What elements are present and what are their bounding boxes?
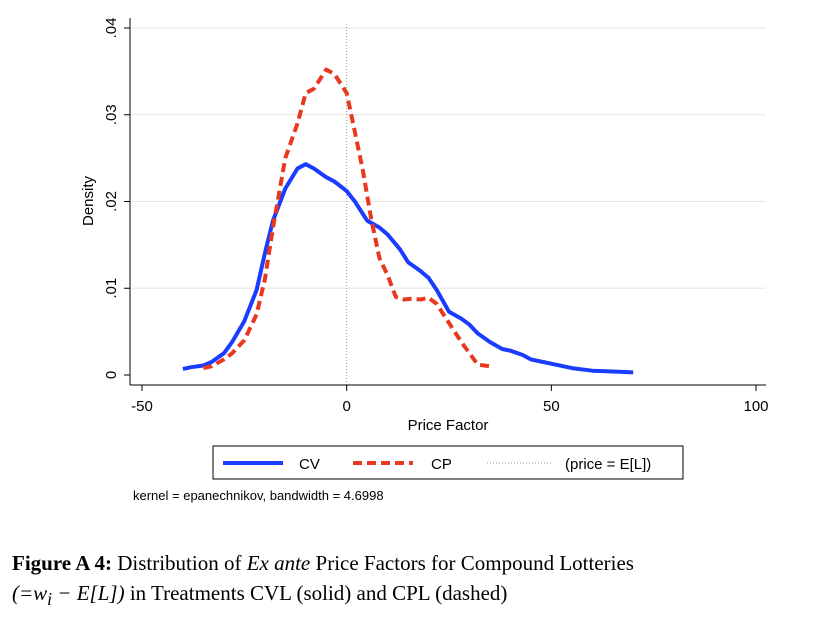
- figure-caption: Figure A 4: Distribution of Ex ante Pric…: [12, 548, 838, 614]
- x-axis-label: Price Factor: [408, 417, 489, 434]
- caption-text-3: in Treatments CVL (solid) and CPL (dashe…: [129, 581, 508, 605]
- legend-reference-label: (price = E[L]): [565, 456, 651, 473]
- x-tick-label: 100: [743, 398, 768, 415]
- y-tick-label: .03: [103, 104, 120, 125]
- caption-text-2: Price Factors for Compound Lotteries: [315, 551, 634, 575]
- y-tick-label: .02: [103, 191, 120, 212]
- series-lines: [182, 67, 634, 375]
- x-tick-label: 0: [342, 398, 350, 415]
- y-gridlines: [130, 27, 766, 289]
- y-tick-label: .04: [103, 18, 120, 39]
- series-line-cv: [182, 162, 634, 375]
- legend-cp-label: CP: [431, 456, 452, 473]
- density-plot: -50 0 50 100 0 .01 .02 .03 .04 Price Factor Den…: [80, 18, 769, 503]
- y-tick-label: .01: [103, 278, 120, 299]
- y-tick-label: 0: [103, 371, 120, 379]
- caption-line-2: (=wi − E[L]) in Treatments CVL (solid) a…: [12, 578, 838, 614]
- y-ticks: 0 .01 .02 .03 .04: [103, 18, 130, 379]
- x-ticks: -50 0 50 100: [131, 385, 769, 415]
- legend: CV CP (price = E[L]): [212, 445, 684, 480]
- x-tick-label: -50: [131, 398, 153, 415]
- caption-text-1: Distribution of: [117, 551, 242, 575]
- x-tick-label: 50: [543, 398, 560, 415]
- caption-line-1: Figure A 4: Distribution of Ex ante Pric…: [12, 548, 838, 578]
- series-line-cp: [202, 67, 491, 371]
- legend-box: [212, 445, 684, 480]
- y-axis-label: Density: [80, 175, 97, 226]
- legend-cv-label: CV: [299, 456, 320, 473]
- caption-math: (=wi − E[L]): [12, 581, 125, 610]
- caption-label: Figure A 4:: [12, 551, 112, 575]
- caption-italic: Ex ante: [246, 551, 311, 575]
- kernel-note: kernel = epanechnikov, bandwidth = 4.699…: [133, 488, 384, 503]
